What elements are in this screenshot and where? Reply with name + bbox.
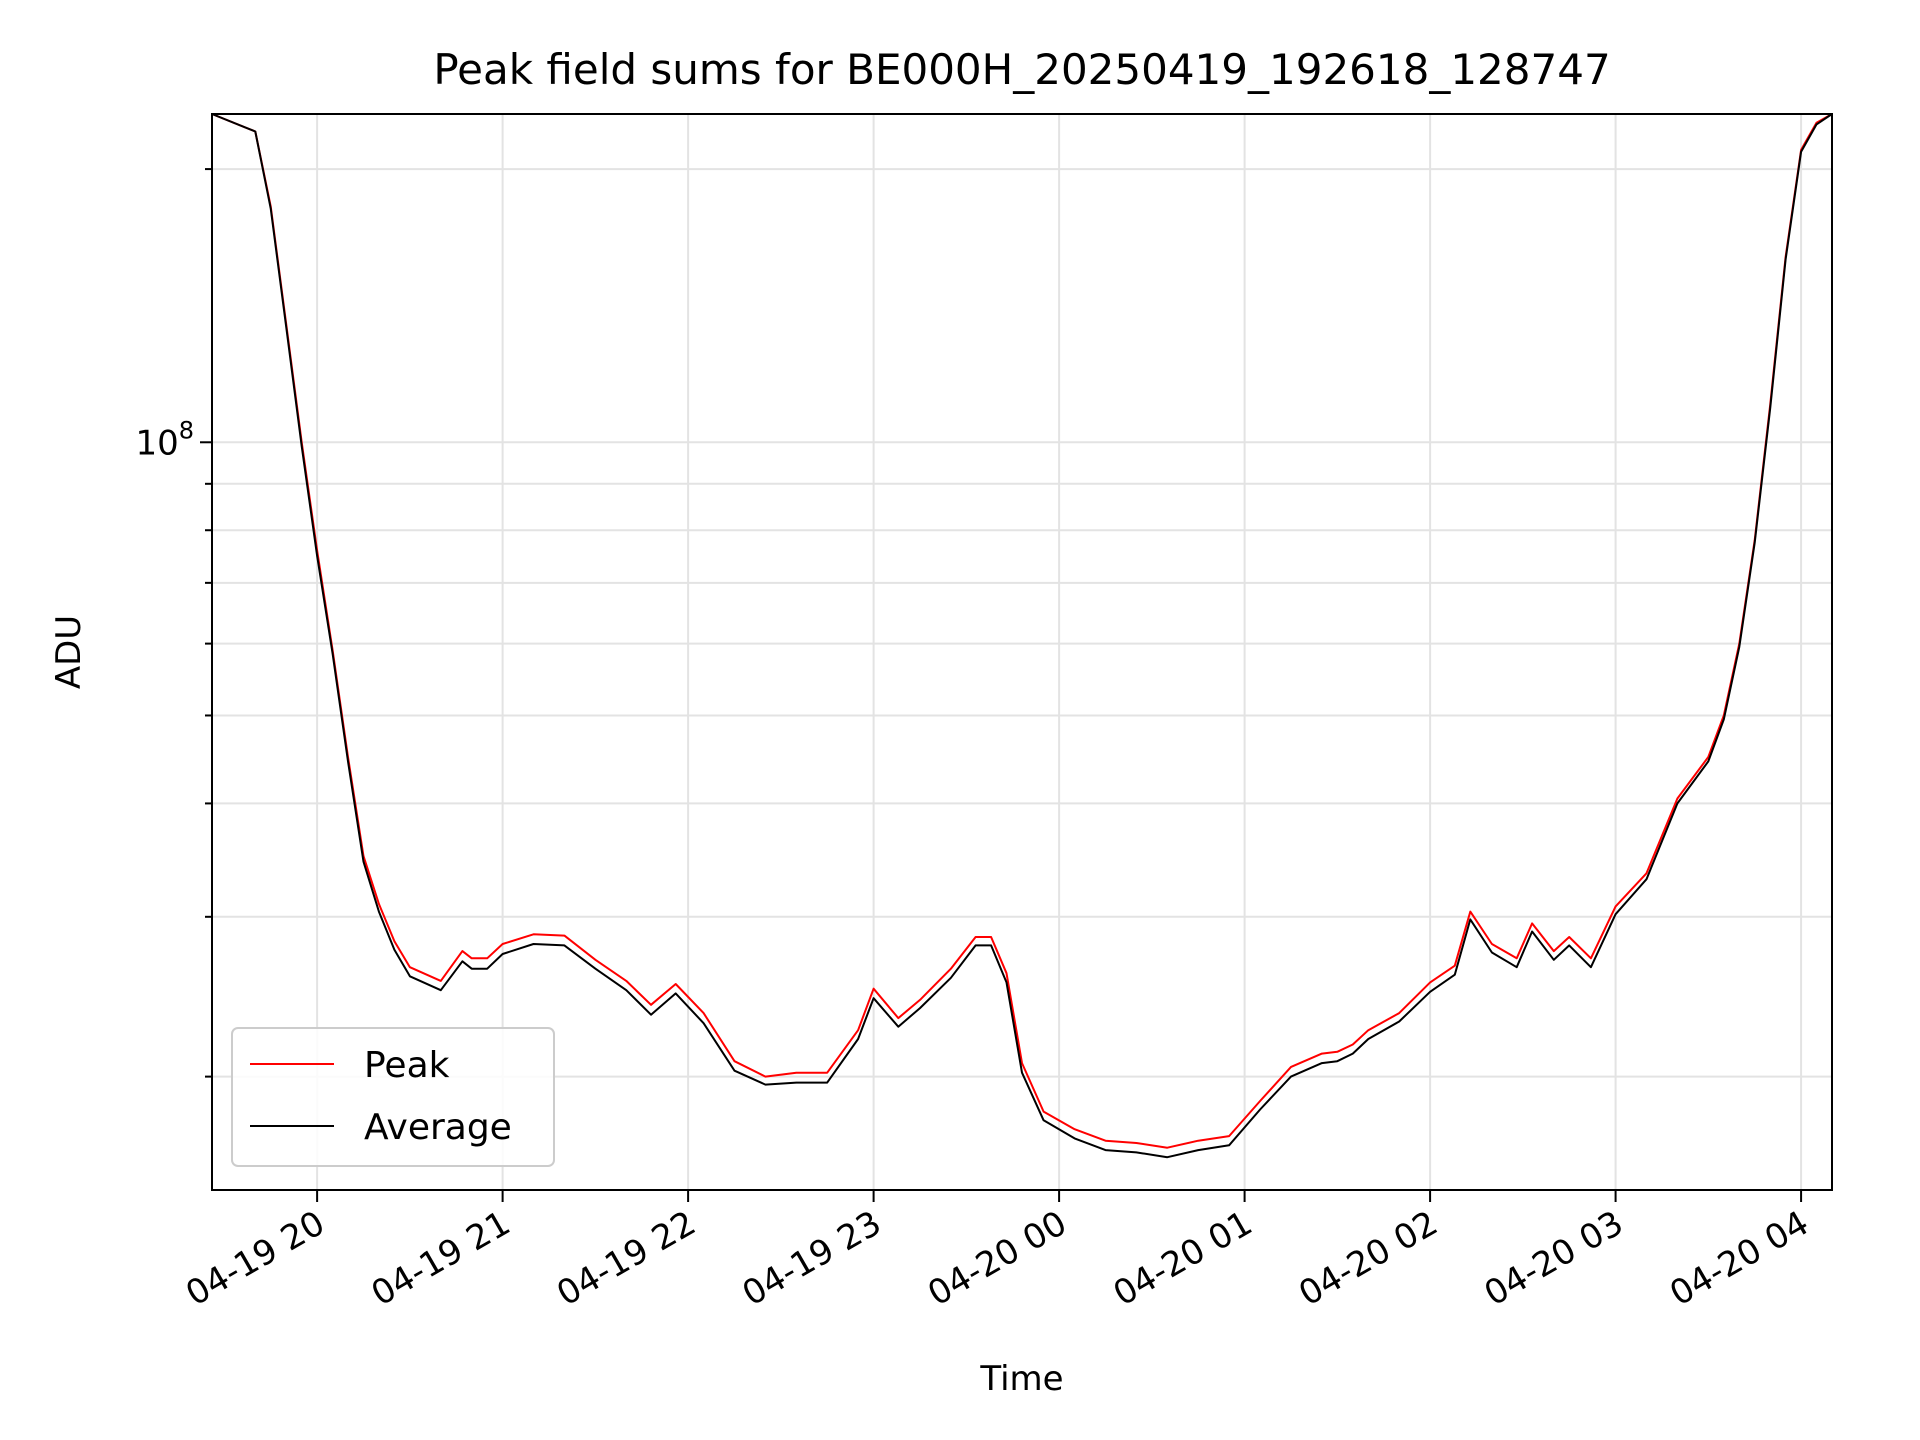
legend-label-peak: Peak xyxy=(364,1045,450,1086)
legend: Peak Average xyxy=(231,1027,555,1167)
series-line-average xyxy=(211,113,1833,1159)
x-axis-label: Time xyxy=(979,1359,1063,1399)
grid-lines xyxy=(212,114,1832,1190)
y-tick-label: 108 xyxy=(135,416,194,463)
legend-box xyxy=(231,1027,555,1167)
series-lines xyxy=(211,113,1833,1159)
plot-frame xyxy=(211,113,1833,1191)
y-axis-label: ADU xyxy=(49,615,89,689)
chart-title: Peak field sums for BE000H_20250419_1926… xyxy=(433,45,1610,94)
series-line-peak xyxy=(211,113,1833,1149)
legend-label-average: Average xyxy=(364,1107,512,1148)
